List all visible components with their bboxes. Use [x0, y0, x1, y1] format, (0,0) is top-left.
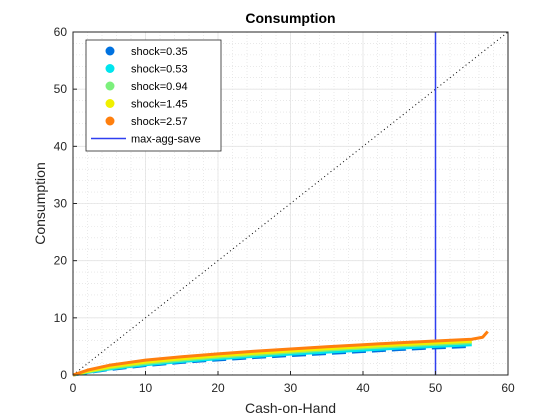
diagonal-reference-line	[72, 31, 509, 376]
legend-label-5: max-agg-save	[131, 134, 201, 146]
x-axis-label: Cash-on-Hand	[245, 400, 336, 416]
legend-marker-3	[105, 99, 115, 108]
y-tick-label: 20	[54, 254, 68, 268]
chart-title: Consumption	[245, 10, 335, 26]
legend-label-3: shock=1.45	[131, 99, 188, 111]
legend: shock=0.35 shock=0.53 shock=0.94 shock=1.45…	[85, 39, 222, 152]
legend-marker-1	[105, 64, 115, 73]
x-tick-label: 50	[429, 381, 443, 395]
legend-marker-0	[105, 46, 115, 56]
x-tick-label: 20	[211, 381, 225, 395]
y-tick-label: 40	[54, 139, 68, 153]
legend-box	[85, 39, 222, 152]
legend-label-1: shock=0.53	[131, 64, 188, 76]
y-tick-label: 10	[54, 311, 68, 325]
x-tick-label: 40	[356, 381, 370, 395]
y-tick-label: 30	[54, 197, 68, 211]
x-tick-label: 0	[70, 381, 77, 395]
y-tick-label: 50	[54, 82, 68, 96]
legend-label-2: shock=0.94	[131, 81, 188, 93]
y-axis-ticks: 0 10 20 30 40 50 60	[54, 25, 77, 382]
series-line-4	[72, 330, 489, 377]
y-axis-label: Consumption	[32, 162, 48, 245]
x-axis-ticks: 0 10 20 30 40 50 60	[70, 371, 515, 395]
y-tick-label: 0	[60, 368, 67, 382]
legend-label-0: shock=0.35	[131, 46, 188, 58]
legend-marker-4	[105, 116, 115, 126]
x-tick-label: 60	[501, 381, 515, 395]
y-tick-label: 60	[54, 25, 68, 39]
reference-lines	[72, 31, 509, 376]
series-layer	[72, 330, 489, 377]
series-line-3	[72, 339, 472, 377]
x-tick-label: 30	[284, 381, 298, 395]
x-tick-label: 10	[139, 381, 153, 395]
legend-marker-2	[105, 81, 115, 91]
legend-label-4: shock=2.57	[131, 116, 188, 128]
